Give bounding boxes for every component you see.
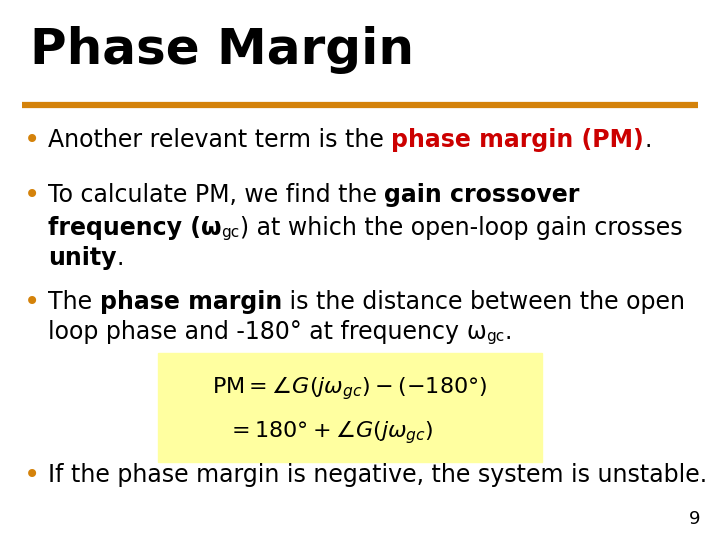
- Text: To calculate PM, we find the: To calculate PM, we find the: [48, 183, 384, 207]
- FancyBboxPatch shape: [158, 353, 542, 462]
- Text: frequency (: frequency (: [48, 216, 201, 240]
- Text: •: •: [24, 181, 40, 209]
- Text: $= 180° + \angle G(j\omega_{gc})$: $= 180° + \angle G(j\omega_{gc})$: [227, 418, 433, 446]
- Text: $\mathrm{PM} = \angle G(j\omega_{gc}) - (-180°)$: $\mathrm{PM} = \angle G(j\omega_{gc}) - …: [212, 374, 487, 402]
- Text: unity: unity: [48, 246, 117, 270]
- Text: is the distance between the open: is the distance between the open: [282, 290, 685, 314]
- Text: Phase Margin: Phase Margin: [30, 26, 414, 74]
- Text: •: •: [24, 126, 40, 154]
- Text: gc: gc: [486, 329, 505, 345]
- Text: •: •: [24, 461, 40, 489]
- Text: .: .: [505, 320, 512, 344]
- Text: 9: 9: [688, 510, 700, 528]
- Text: ω: ω: [467, 320, 486, 344]
- Text: The: The: [48, 290, 99, 314]
- Text: .: .: [644, 128, 652, 152]
- Text: gain crossover: gain crossover: [384, 183, 580, 207]
- Text: If the phase margin is negative, the system is unstable.: If the phase margin is negative, the sys…: [48, 463, 707, 487]
- Text: •: •: [24, 288, 40, 316]
- Text: Another relevant term is the: Another relevant term is the: [48, 128, 392, 152]
- Text: loop phase and -180° at frequency: loop phase and -180° at frequency: [48, 320, 467, 344]
- Text: ) at which the open-loop gain crosses: ) at which the open-loop gain crosses: [240, 216, 683, 240]
- Text: phase margin (PM): phase margin (PM): [392, 128, 644, 152]
- Text: .: .: [117, 246, 124, 270]
- Text: gc: gc: [222, 226, 240, 240]
- Text: phase margin: phase margin: [99, 290, 282, 314]
- Text: ω: ω: [201, 216, 222, 240]
